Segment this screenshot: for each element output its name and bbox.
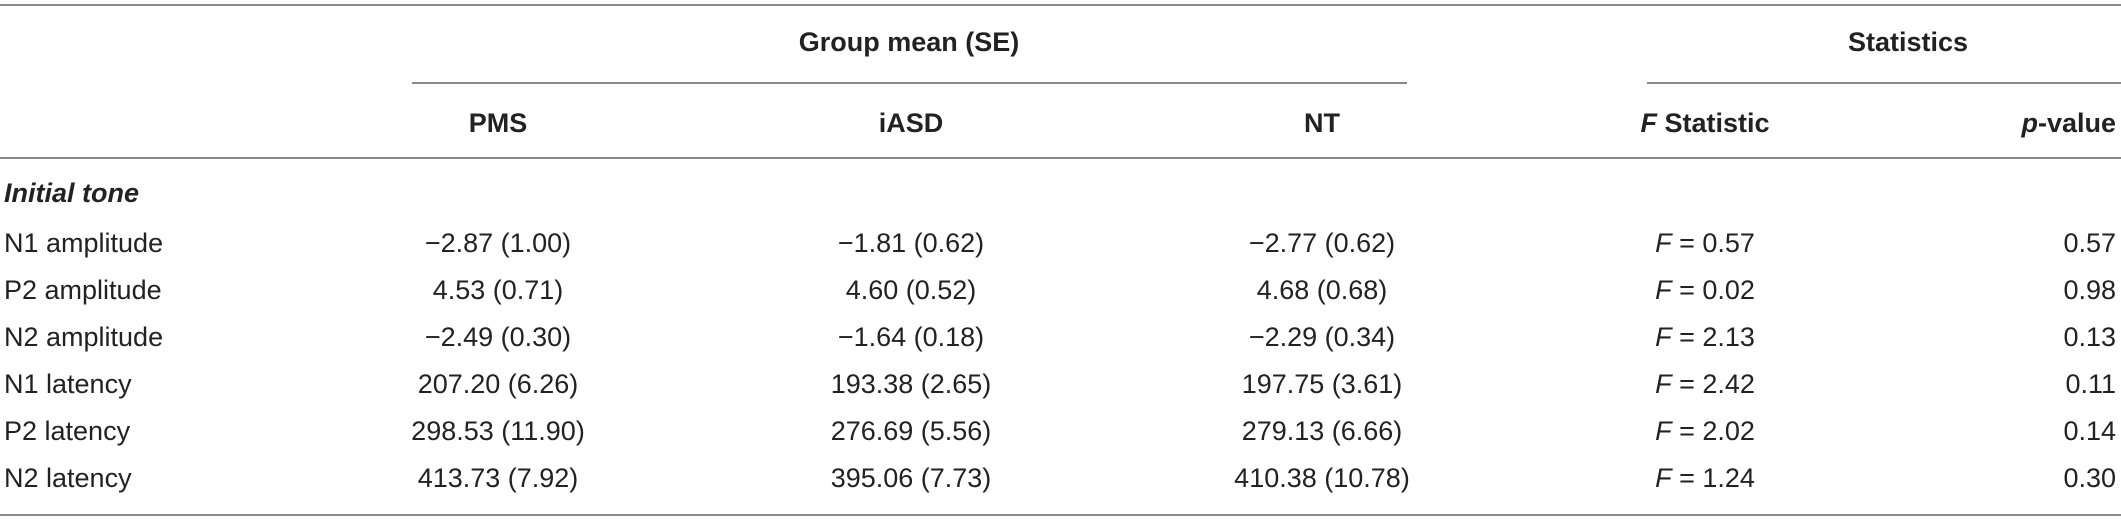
cell-p-value: 0.30 — [2063, 463, 2116, 493]
statistics-header: Statistics — [1847, 27, 1969, 57]
column-header-f-statistic: F Statistic — [1640, 110, 1769, 137]
row-label: P2 amplitude — [4, 275, 162, 305]
section-label-initial-tone: Initial tone — [4, 178, 139, 208]
cell-nt: 197.75 (3.61) — [1241, 369, 1403, 399]
cell-pms: 413.73 (7.92) — [417, 463, 579, 493]
cell-p-value: 0.14 — [2063, 416, 2116, 446]
cell-pms: 298.53 (11.90) — [411, 416, 585, 446]
cell-iasd: 395.06 (7.73) — [830, 463, 992, 493]
f-value: = 2.02 — [1671, 416, 1755, 446]
cell-iasd: 276.69 (5.56) — [830, 416, 992, 446]
f-value: = 1.24 — [1671, 463, 1755, 493]
bottom-rule — [0, 514, 2121, 516]
column-header-p-value: p-value — [2021, 110, 2116, 137]
group-mean-header: Group mean (SE) — [798, 27, 1020, 57]
cell-p-value: 0.11 — [2065, 369, 2116, 399]
cell-nt: 410.38 (10.78) — [1234, 463, 1410, 493]
p-value-word: -value — [2037, 108, 2116, 138]
f-symbol: F — [1655, 463, 1672, 493]
f-value: = 0.57 — [1671, 228, 1755, 258]
cell-pms: −2.49 (0.30) — [424, 322, 572, 352]
cell-iasd: −1.64 (0.18) — [837, 322, 985, 352]
cell-pms: 207.20 (6.26) — [417, 369, 579, 399]
cell-nt: −2.29 (0.34) — [1248, 322, 1396, 352]
p-variable: p — [2021, 108, 2038, 138]
cell-iasd: 193.38 (2.65) — [830, 369, 992, 399]
f-symbol: F — [1655, 228, 1672, 258]
statistics-underline — [1647, 82, 2121, 84]
cell-f-statistic: F = 2.42 — [1655, 371, 1755, 398]
f-variable: F — [1640, 108, 1657, 138]
cell-p-value: 0.13 — [2063, 322, 2116, 352]
f-symbol: F — [1655, 369, 1672, 399]
cell-f-statistic: F = 0.57 — [1655, 230, 1755, 257]
cell-pms: −2.87 (1.00) — [424, 228, 572, 258]
column-header-iasd: iASD — [878, 108, 944, 138]
column-header-nt: NT — [1304, 108, 1340, 138]
row-label: N2 latency — [4, 463, 132, 493]
f-value: = 2.42 — [1671, 369, 1755, 399]
cell-pms: 4.53 (0.71) — [432, 275, 564, 305]
row-label: N1 amplitude — [4, 228, 164, 258]
cell-p-value: 0.57 — [2063, 228, 2116, 258]
f-symbol: F — [1655, 322, 1672, 352]
column-header-rule — [0, 157, 2121, 159]
top-rule — [0, 4, 2121, 6]
f-symbol: F — [1655, 416, 1672, 446]
row-label: N1 latency — [4, 369, 132, 399]
cell-nt: 4.68 (0.68) — [1256, 275, 1388, 305]
row-label: P2 latency — [4, 416, 131, 446]
f-value: = 0.02 — [1671, 275, 1755, 305]
cell-nt: −2.77 (0.62) — [1248, 228, 1396, 258]
cell-iasd: −1.81 (0.62) — [837, 228, 985, 258]
f-symbol: F — [1655, 275, 1672, 305]
cell-p-value: 0.98 — [2063, 275, 2116, 305]
row-label: N2 amplitude — [4, 322, 164, 352]
cell-f-statistic: F = 2.13 — [1655, 324, 1755, 351]
cell-iasd: 4.60 (0.52) — [845, 275, 977, 305]
column-header-pms: PMS — [468, 108, 528, 138]
cell-nt: 279.13 (6.66) — [1241, 416, 1403, 446]
cell-f-statistic: F = 2.02 — [1655, 418, 1755, 445]
cell-f-statistic: F = 0.02 — [1655, 277, 1755, 304]
f-statistic-word: Statistic — [1656, 108, 1770, 138]
group-mean-underline — [412, 82, 1407, 84]
cell-f-statistic: F = 1.24 — [1655, 465, 1755, 492]
f-value: = 2.13 — [1671, 322, 1755, 352]
